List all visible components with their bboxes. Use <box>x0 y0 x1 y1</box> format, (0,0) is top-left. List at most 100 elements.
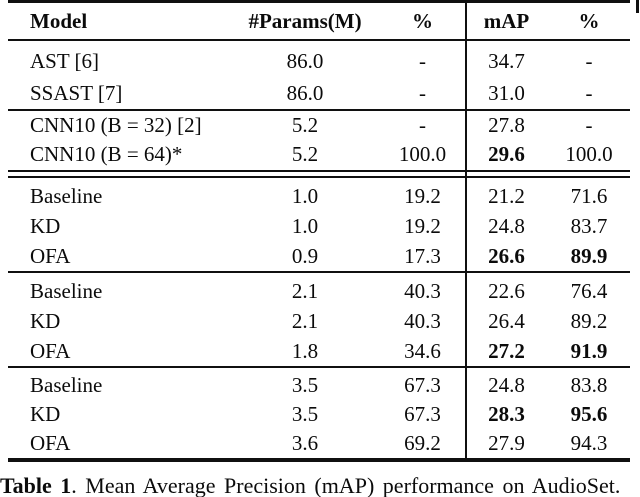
params-pct-cell: 40.3 <box>404 278 441 303</box>
params-pct-cell: - <box>419 48 426 73</box>
table-row: SSAST [7] 86.0 - 31.0 - <box>8 77 630 109</box>
params-pct-cell: 67.3 <box>404 373 441 397</box>
model-cell: Baseline <box>30 183 103 208</box>
params-cell: 1.0 <box>291 213 319 238</box>
params-pct-cell: 19.2 <box>404 183 441 208</box>
map-cell: 31.0 <box>488 80 525 105</box>
params-cell: 5.2 <box>291 142 319 166</box>
params-cell: 0.9 <box>291 243 319 268</box>
model-cell: OFA <box>30 243 71 268</box>
map-cell: 34.7 <box>488 48 525 73</box>
params-pct-cell: 100.0 <box>398 142 447 166</box>
table-row: CNN10 (B = 64)* 5.2 100.0 29.6 100.0 <box>8 140 630 169</box>
table-row: CNN10 (B = 32) [2] 5.2 - 27.8 - <box>8 111 630 140</box>
params-cell: 5.2 <box>291 113 319 137</box>
table-top-rule <box>8 0 630 3</box>
params-cell: 1.8 <box>291 338 319 363</box>
params-cell: 2.1 <box>291 308 319 333</box>
model-cell: Baseline <box>30 278 103 303</box>
model-cell: KD <box>30 213 61 238</box>
table-row: Baseline 3.5 67.3 24.8 83.8 <box>8 371 630 400</box>
map-pct-cell: 83.8 <box>570 373 608 397</box>
double-rule-top <box>8 170 630 172</box>
map-pct-cell: 94.3 <box>570 431 608 455</box>
map-pct-cell: 91.9 <box>570 338 608 363</box>
table-row: Baseline 2.1 40.3 22.6 76.4 <box>8 276 630 306</box>
header-rule <box>8 39 630 41</box>
map-cell: 26.6 <box>488 243 525 268</box>
map-pct-cell: 95.6 <box>570 402 608 426</box>
params-pct-cell: 69.2 <box>404 431 441 455</box>
table-row: OFA 1.8 34.6 27.2 91.9 <box>8 336 630 366</box>
map-cell: 21.2 <box>488 183 525 208</box>
params-pct-cell: 40.3 <box>404 308 441 333</box>
model-cell: AST [6] <box>30 48 100 73</box>
params-cell: 3.5 <box>291 373 319 397</box>
model-cell: CNN10 (B = 32) [2] <box>30 113 202 137</box>
map-pct-cell: 76.4 <box>570 278 608 303</box>
map-cell: 29.6 <box>488 142 525 166</box>
model-cell: Baseline <box>30 373 103 397</box>
map-pct-cell: 89.9 <box>570 243 608 268</box>
table-group-transformers: AST [6] 86.0 - 34.7 - SSAST [7] 86.0 - 3… <box>8 41 630 109</box>
double-rule-bottom <box>8 176 630 178</box>
map-pct-cell: 100.0 <box>565 142 613 166</box>
model-cell: OFA <box>30 431 71 455</box>
params-pct-cell: 67.3 <box>404 402 441 426</box>
table-group-cnn10: CNN10 (B = 32) [2] 5.2 - 27.8 - CNN10 (B… <box>8 111 630 169</box>
params-pct-cell: 34.6 <box>404 338 441 363</box>
table-row: AST [6] 86.0 - 34.7 - <box>8 45 630 77</box>
model-cell: KD <box>30 402 61 426</box>
map-pct-cell: 89.2 <box>570 308 608 333</box>
table-group-medium: Baseline 2.1 40.3 22.6 76.4 KD 2.1 40.3 … <box>8 273 630 366</box>
table-header-row: Model #Params(M) % mAP % <box>8 3 630 39</box>
table-row: KD 1.0 19.2 24.8 83.7 <box>8 211 630 241</box>
params-cell: 3.6 <box>291 431 319 455</box>
params-pct-cell: - <box>419 80 426 105</box>
header-map: mAP <box>483 8 530 33</box>
table-group-small: Baseline 1.0 19.2 21.2 71.6 KD 1.0 19.2 … <box>8 178 630 271</box>
table-caption: Table 1. Mean Average Precision (mAP) pe… <box>0 471 640 497</box>
header-params: #Params(M) <box>248 8 362 33</box>
params-cell: 2.1 <box>291 278 319 303</box>
section-rule <box>8 109 630 111</box>
table-row: KD 3.5 67.3 28.3 95.6 <box>8 400 630 429</box>
map-cell: 28.3 <box>488 402 525 426</box>
params-pct-cell: - <box>419 113 426 137</box>
table-group-large: Baseline 3.5 67.3 24.8 83.8 KD 3.5 67.3 … <box>8 368 630 458</box>
header-params-pct: % <box>412 8 433 33</box>
map-cell: 26.4 <box>488 308 525 333</box>
map-cell: 27.8 <box>488 113 525 137</box>
table-row: OFA 0.9 17.3 26.6 89.9 <box>8 241 630 271</box>
column-separator-rule <box>465 3 467 458</box>
map-cell: 27.9 <box>488 431 525 455</box>
caption-text: . Mean Average Precision (mAP) performan… <box>71 473 621 497</box>
map-pct-cell: - <box>585 80 593 105</box>
map-pct-cell: - <box>585 48 593 73</box>
table-row: Baseline 1.0 19.2 21.2 71.6 <box>8 181 630 211</box>
map-pct-cell: 83.7 <box>570 213 608 238</box>
params-pct-cell: 17.3 <box>404 243 441 268</box>
map-cell: 24.8 <box>488 213 525 238</box>
map-pct-cell: 71.6 <box>570 183 608 208</box>
header-map-pct: % <box>578 8 600 33</box>
params-cell: 86.0 <box>286 48 324 73</box>
section-rule <box>8 271 630 273</box>
map-pct-cell: - <box>585 113 593 137</box>
caption-label: Table 1 <box>0 473 72 497</box>
map-cell: 24.8 <box>488 373 525 397</box>
params-cell: 1.0 <box>291 183 319 208</box>
table-row: OFA 3.6 69.2 27.9 94.3 <box>8 429 630 458</box>
map-cell: 22.6 <box>488 278 525 303</box>
section-rule <box>8 366 630 368</box>
table-row: KD 2.1 40.3 26.4 89.2 <box>8 306 630 336</box>
map-cell: 27.2 <box>488 338 525 363</box>
model-cell: SSAST [7] <box>30 80 123 105</box>
params-cell: 3.5 <box>291 402 319 426</box>
header-model: Model <box>30 8 88 33</box>
table-bottom-rule <box>8 458 630 462</box>
results-table: Model #Params(M) % mAP % AST [6] 86.0 - … <box>8 0 630 462</box>
double-rule <box>8 170 630 178</box>
params-pct-cell: 19.2 <box>404 213 441 238</box>
